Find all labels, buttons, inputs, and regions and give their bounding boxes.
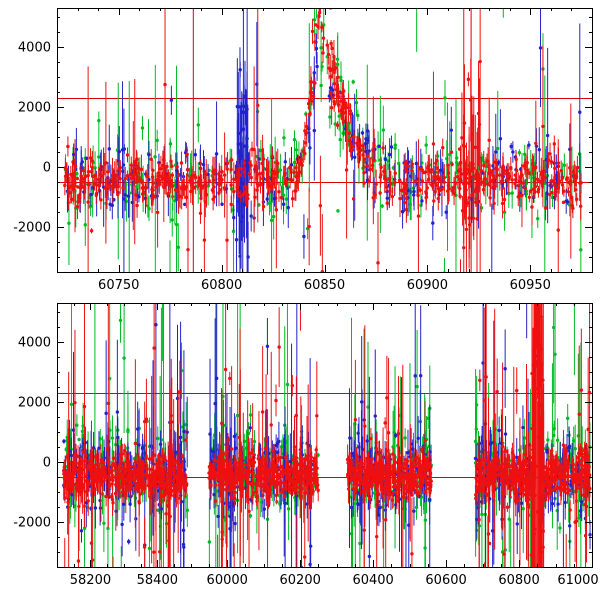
chart-canvas (0, 0, 600, 600)
figure (0, 0, 600, 600)
